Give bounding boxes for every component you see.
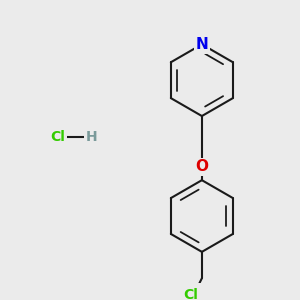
Text: H: H — [86, 130, 97, 144]
Text: N: N — [196, 37, 208, 52]
Text: Cl: Cl — [50, 130, 65, 144]
Text: Cl: Cl — [183, 288, 198, 300]
Text: O: O — [195, 160, 208, 175]
